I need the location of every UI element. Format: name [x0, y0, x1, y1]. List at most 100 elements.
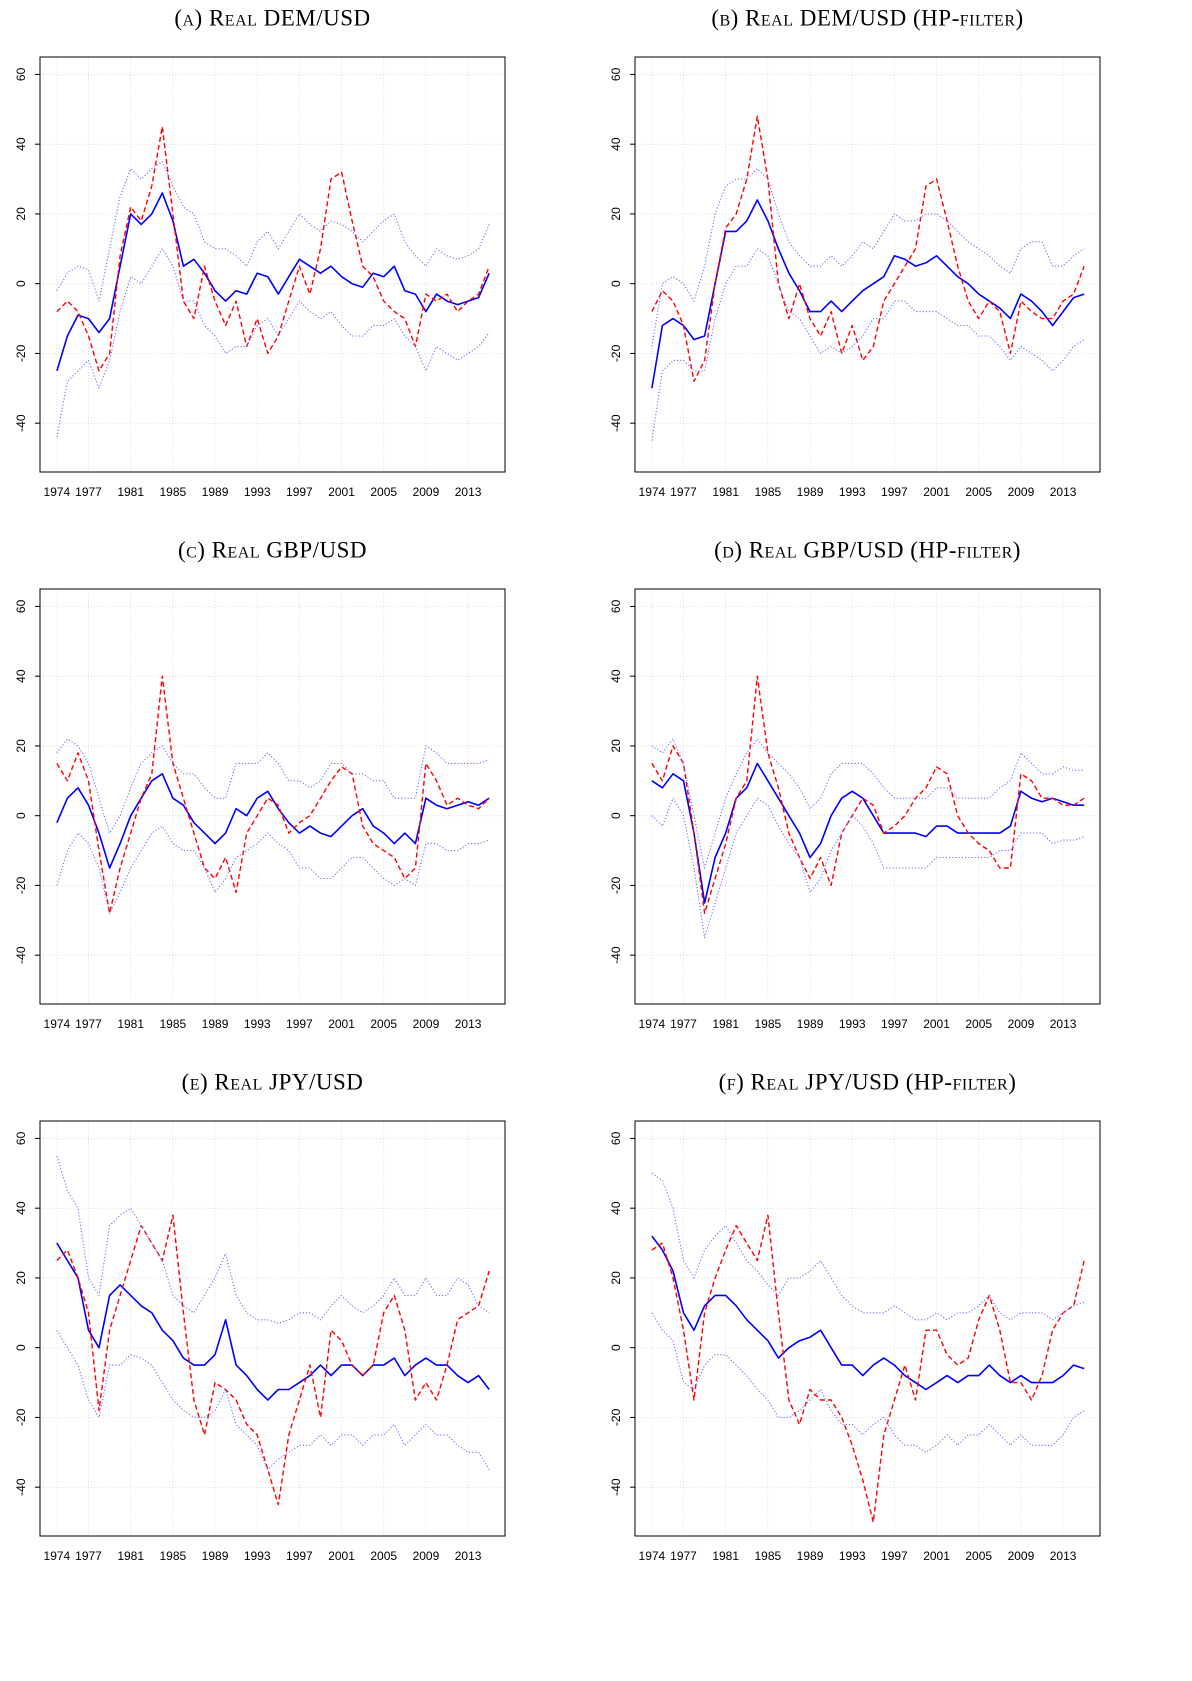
- panel-title: (b) Real DEM/USD (HP-filter): [711, 5, 1023, 30]
- x-tick-label: 2005: [965, 485, 992, 499]
- panel-title: (a) Real DEM/USD: [174, 5, 370, 30]
- x-tick-label: 1981: [117, 1549, 144, 1563]
- y-tick-label: -20: [609, 344, 623, 362]
- x-tick-label: 2005: [965, 1549, 992, 1563]
- x-tick-label: 1989: [797, 1017, 824, 1031]
- x-tick-label: 1977: [670, 1549, 697, 1563]
- y-tick-label: -40: [609, 1478, 623, 1496]
- x-tick-label: 2009: [413, 1549, 440, 1563]
- panel-title: (f) Real JPY/USD (HP-filter): [719, 1069, 1017, 1094]
- series-line: [651, 1214, 1085, 1523]
- y-tick-label: 0: [14, 1344, 28, 1351]
- series-line: [56, 161, 490, 302]
- series-line: [56, 1214, 490, 1506]
- x-tick-label: 1985: [755, 1017, 782, 1031]
- x-tick-label: 1997: [881, 1017, 908, 1031]
- panel-title: (d) Real GBP/USD (HP-filter): [714, 537, 1021, 562]
- y-tick-label: 60: [14, 67, 28, 81]
- panel: (a) Real DEM/USD -40 -20 0 20 40 60 1974 1977 198…: [14, 5, 506, 499]
- x-tick-label: 1985: [160, 485, 187, 499]
- x-tick-label: 2009: [1008, 485, 1035, 499]
- x-tick-label: 1974: [639, 1549, 666, 1563]
- panel: (e) Real JPY/USD -40 -20 0 20 40 60 1974 1977 198…: [14, 1069, 506, 1563]
- y-tick-label: 60: [14, 1131, 28, 1145]
- series-line: [56, 248, 490, 438]
- y-tick-label: 60: [609, 67, 623, 81]
- plot-frame: [39, 1120, 506, 1537]
- x-tick-label: 1974: [639, 1017, 666, 1031]
- series-line: [56, 1242, 490, 1401]
- plot-frame: [39, 588, 506, 1005]
- x-tick-label: 2005: [965, 1017, 992, 1031]
- y-tick-label: -20: [14, 876, 28, 894]
- series-line: [651, 115, 1085, 382]
- y-tick-label: 40: [609, 669, 623, 683]
- x-tick-label: 2013: [1050, 1549, 1077, 1563]
- x-tick-label: 1974: [44, 1549, 71, 1563]
- x-tick-label: 1977: [670, 1017, 697, 1031]
- x-tick-label: 1985: [755, 485, 782, 499]
- x-tick-label: 1981: [117, 485, 144, 499]
- x-tick-label: 2005: [370, 485, 397, 499]
- x-tick-label: 1989: [202, 1549, 229, 1563]
- x-tick-label: 1989: [797, 485, 824, 499]
- series-line: [651, 199, 1085, 389]
- series-line: [651, 797, 1085, 939]
- y-tick-label: -20: [609, 876, 623, 894]
- x-tick-label: 2005: [370, 1017, 397, 1031]
- x-tick-label: 2009: [413, 485, 440, 499]
- panel: (c) Real GBP/USD -40 -20 0 20 40 60 1974 1977 198…: [14, 537, 506, 1031]
- y-tick-label: 0: [609, 280, 623, 287]
- x-tick-label: 1993: [244, 485, 271, 499]
- x-tick-label: 1977: [75, 1017, 102, 1031]
- series-line: [651, 738, 1085, 869]
- x-tick-label: 1993: [244, 1017, 271, 1031]
- x-tick-label: 1997: [286, 1017, 313, 1031]
- x-tick-label: 1997: [881, 485, 908, 499]
- series-line: [56, 773, 490, 869]
- x-tick-label: 1985: [160, 1017, 187, 1031]
- x-tick-label: 2001: [328, 1549, 355, 1563]
- y-tick-label: 40: [14, 1201, 28, 1215]
- x-tick-label: 1997: [286, 485, 313, 499]
- plot-frame: [634, 56, 1101, 473]
- series-line: [56, 675, 490, 914]
- x-tick-label: 1993: [244, 1549, 271, 1563]
- x-tick-label: 2001: [328, 1017, 355, 1031]
- x-tick-label: 1974: [44, 1017, 71, 1031]
- x-tick-label: 2013: [455, 485, 482, 499]
- x-tick-label: 2013: [455, 1549, 482, 1563]
- series-line: [56, 1155, 490, 1324]
- x-tick-label: 1981: [712, 1549, 739, 1563]
- x-tick-label: 2009: [1008, 1017, 1035, 1031]
- x-tick-label: 1981: [712, 485, 739, 499]
- y-tick-label: -20: [14, 1408, 28, 1426]
- x-tick-label: 1993: [839, 1549, 866, 1563]
- x-tick-label: 1989: [202, 1017, 229, 1031]
- y-tick-label: 0: [14, 280, 28, 287]
- x-tick-label: 1993: [839, 1017, 866, 1031]
- x-tick-label: 2009: [1008, 1549, 1035, 1563]
- x-tick-label: 2001: [328, 485, 355, 499]
- series-line: [651, 1172, 1085, 1321]
- y-tick-label: 60: [14, 599, 28, 613]
- series-line: [56, 825, 490, 914]
- y-tick-label: -20: [609, 1408, 623, 1426]
- panel: (b) Real DEM/USD (HP-filter) -40 -20 0 20 40 6…: [609, 5, 1101, 499]
- x-tick-label: 1981: [117, 1017, 144, 1031]
- series-line: [651, 1235, 1085, 1391]
- y-tick-label: 20: [609, 207, 623, 221]
- x-tick-label: 2009: [413, 1017, 440, 1031]
- x-tick-label: 2001: [923, 1549, 950, 1563]
- y-tick-label: 20: [14, 1271, 28, 1285]
- series-line: [56, 192, 490, 372]
- x-tick-label: 1989: [797, 1549, 824, 1563]
- y-tick-label: 0: [14, 812, 28, 819]
- y-tick-label: 60: [609, 1131, 623, 1145]
- x-tick-label: 2013: [455, 1017, 482, 1031]
- y-tick-label: -20: [14, 344, 28, 362]
- series-line: [56, 126, 490, 372]
- plot-frame: [634, 588, 1101, 1005]
- x-tick-label: 1977: [75, 485, 102, 499]
